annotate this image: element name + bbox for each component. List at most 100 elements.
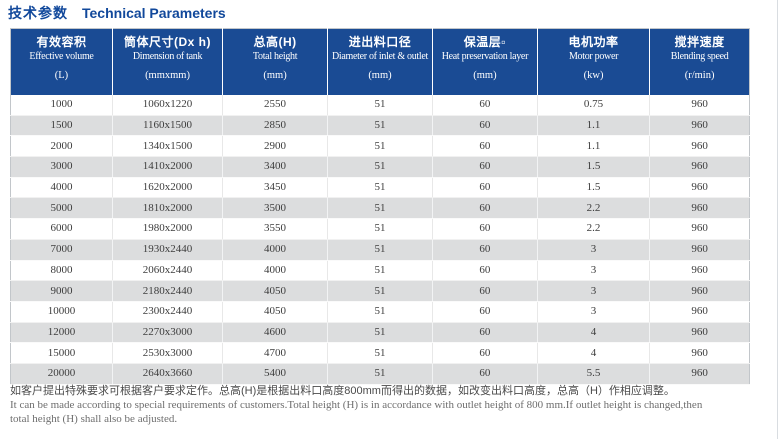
column-header-en: Motor power: [568, 51, 619, 62]
table-row: 9000 2180x2440 4050 51 60 3 960: [10, 280, 750, 302]
table-cell: 10000: [10, 301, 113, 323]
table-cell: 2270x3000: [112, 322, 224, 344]
table-cell: 960: [649, 301, 750, 323]
table-cell: 51: [327, 218, 433, 240]
column-header-unit: (L): [54, 70, 69, 81]
table-cell: 60: [432, 239, 538, 261]
table-cell: 60: [432, 280, 538, 302]
table-row: 6000 1980x2000 3550 51 60 2.2 960: [10, 218, 750, 240]
table-cell: 51: [327, 280, 433, 302]
table-cell: 1.5: [537, 156, 651, 178]
table-cell: 60: [432, 115, 538, 137]
table-cell: 1500: [10, 115, 113, 137]
table-cell: 4000: [10, 177, 113, 199]
table-cell: 1060x1220: [112, 95, 224, 116]
column-header-7: 搅拌速度 Blending speed (r/min): [649, 28, 750, 95]
table-cell: 51: [327, 301, 433, 323]
column-header-cn: 筒体尺寸(Dx h): [124, 35, 212, 49]
table-cell: 60: [432, 322, 538, 344]
page-title-en: Technical Parameters: [82, 5, 226, 21]
table-cell: 60: [432, 95, 538, 116]
table-cell: 960: [649, 135, 750, 158]
footnote-english-line1: It can be made according to special requ…: [10, 399, 703, 411]
technical-parameters-table: 有效容积 Effective volume (L) 筒体尺寸(Dx h) Dimensi…: [10, 28, 750, 385]
table-cell: 51: [327, 177, 433, 199]
table-cell: 5400: [222, 363, 329, 385]
table-cell: 3: [537, 280, 651, 302]
table-cell: 60: [432, 156, 538, 178]
table-cell: 960: [649, 197, 750, 220]
column-header-unit: (mmxmm): [145, 70, 190, 81]
table-row: 10000 2300x2440 4050 51 60 3 960: [10, 301, 750, 323]
table-cell: 1.5: [537, 177, 651, 199]
table-cell: 4: [537, 322, 651, 344]
table-cell: 2.2: [537, 197, 651, 220]
table-cell: 1.1: [537, 115, 651, 137]
table-row: 7000 1930x2440 4000 51 60 3 960: [10, 239, 750, 261]
table-cell: 1930x2440: [112, 239, 224, 261]
column-header-cn: 总高(H): [253, 35, 297, 49]
table-cell: 960: [649, 95, 750, 116]
table-cell: 960: [649, 260, 750, 282]
column-header-en: Diameter of inlet & outlet: [331, 51, 429, 62]
table-cell: 2180x2440: [112, 280, 224, 302]
table-cell: 60: [432, 260, 538, 282]
table-row: 12000 2270x3000 4600 51 60 4 960: [10, 322, 750, 344]
table-cell: 2850: [222, 115, 329, 137]
table-cell: 60: [432, 197, 538, 220]
table-cell: 4000: [222, 239, 329, 261]
table-cell: 51: [327, 95, 433, 116]
table-cell: 20000: [10, 363, 113, 385]
table-cell: 12000: [10, 322, 113, 344]
column-header-6: 电机功率 Motor power (kw): [537, 28, 651, 95]
table-cell: 8000: [10, 260, 113, 282]
table-cell: 3400: [222, 156, 329, 178]
table-cell: 960: [649, 218, 750, 240]
table-cell: 4600: [222, 322, 329, 344]
table-cell: 51: [327, 260, 433, 282]
table-cell: 51: [327, 156, 433, 178]
table-row: 1000 1060x1220 2550 51 60 0.75 960: [10, 95, 750, 116]
table-cell: 5000: [10, 197, 113, 220]
table-cell: 60: [432, 342, 538, 364]
footnote: 如客户提出特殊要求可根据客户要求定作。总高(H)是根据出料口高度800mm而得出…: [10, 383, 766, 426]
table-header: 有效容积 Effective volume (L) 筒体尺寸(Dx h) Dimensi…: [10, 28, 750, 95]
column-header-en: Heat preservation layer: [441, 51, 529, 62]
footnote-english-line2: total height (H) shall also be adjusted.: [10, 412, 178, 425]
table-cell: 1340x1500: [112, 135, 224, 158]
column-header-unit: (mm): [368, 70, 392, 81]
table-cell: 2550: [222, 95, 329, 116]
table-cell: 9000: [10, 280, 113, 302]
table-body: 1000 1060x1220 2550 51 60 0.75 960 1500 1160x150…: [10, 95, 750, 385]
table-row: 5000 1810x2000 3500 51 60 2.2 960: [10, 197, 750, 220]
table-cell: 2060x2440: [112, 260, 224, 282]
table-cell: 3: [537, 301, 651, 323]
table-cell: 3500: [222, 197, 329, 220]
table-cell: 2300x2440: [112, 301, 224, 323]
column-header-4: 进出料口径 Diameter of inlet & outlet (mm): [327, 28, 433, 95]
column-header-en: Effective volume: [29, 51, 94, 62]
table-cell: 15000: [10, 342, 113, 364]
column-header-unit: (kw): [583, 70, 604, 81]
table-cell: 60: [432, 363, 538, 385]
table-row: 20000 2640x3660 5400 51 60 5.5 960: [10, 363, 750, 385]
table-cell: 960: [649, 280, 750, 302]
table-cell: 2530x3000: [112, 342, 224, 364]
column-header-cn: 有效容积: [36, 35, 87, 49]
table-cell: 4700: [222, 342, 329, 364]
table-cell: 6000: [10, 218, 113, 240]
column-header-en: Blending speed: [670, 51, 729, 62]
page-title-cn: 技术参数: [8, 5, 68, 21]
column-header-en: Total height: [252, 51, 298, 62]
table-cell: 4050: [222, 280, 329, 302]
page-edge-divider: [777, 0, 778, 439]
table-cell: 960: [649, 115, 750, 137]
table-row: 4000 1620x2000 3450 51 60 1.5 960: [10, 177, 750, 199]
column-header-3: 总高(H) Total height (mm): [222, 28, 329, 95]
table-cell: 60: [432, 218, 538, 240]
table-cell: 3: [537, 239, 651, 261]
column-header-unit: (mm): [263, 70, 287, 81]
column-header-2: 筒体尺寸(Dx h) Dimension of tank (mmxmm): [112, 28, 224, 95]
table-cell: 51: [327, 363, 433, 385]
column-header-cn: 电机功率: [568, 35, 619, 49]
